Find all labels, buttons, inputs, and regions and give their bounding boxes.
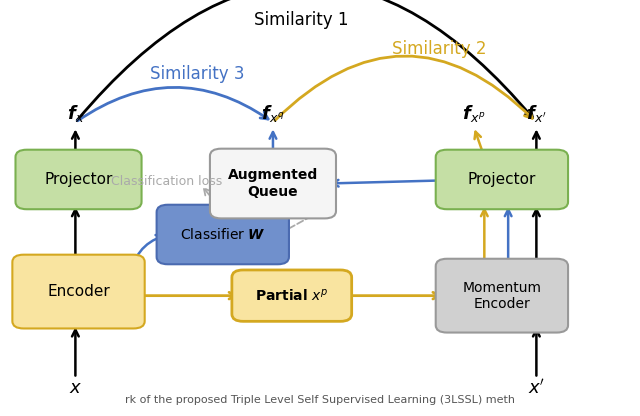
FancyBboxPatch shape — [436, 259, 568, 332]
Text: Classifier $\boldsymbol{W}$: Classifier $\boldsymbol{W}$ — [180, 227, 266, 242]
Text: Projector: Projector — [44, 172, 113, 187]
Text: Partial $x^p$: Partial $x^p$ — [255, 287, 328, 304]
FancyArrowPatch shape — [345, 292, 440, 299]
Text: Classification loss: Classification loss — [111, 175, 222, 188]
Text: Similarity 2: Similarity 2 — [392, 40, 486, 58]
FancyBboxPatch shape — [157, 205, 289, 264]
FancyArrowPatch shape — [72, 330, 79, 376]
Text: $\boldsymbol{f}_{x^p}$: $\boldsymbol{f}_{x^p}$ — [462, 104, 485, 124]
FancyArrowPatch shape — [77, 87, 268, 121]
Text: Similarity 3: Similarity 3 — [150, 65, 245, 83]
FancyArrowPatch shape — [505, 210, 511, 258]
FancyArrowPatch shape — [72, 132, 79, 154]
FancyArrowPatch shape — [269, 132, 276, 153]
FancyBboxPatch shape — [232, 270, 351, 321]
Text: Similarity 1: Similarity 1 — [254, 12, 348, 30]
Text: $\boldsymbol{f}_{x^q}$: $\boldsymbol{f}_{x^q}$ — [261, 104, 285, 124]
FancyBboxPatch shape — [210, 149, 336, 218]
FancyArrowPatch shape — [533, 210, 540, 258]
Text: Augmented
Queue: Augmented Queue — [228, 168, 318, 198]
FancyArrowPatch shape — [204, 188, 221, 210]
Text: Encoder: Encoder — [47, 284, 110, 299]
FancyArrowPatch shape — [132, 292, 236, 299]
FancyArrowPatch shape — [72, 210, 79, 258]
Text: Projector: Projector — [468, 172, 536, 187]
FancyArrowPatch shape — [130, 235, 163, 279]
FancyArrowPatch shape — [77, 0, 532, 120]
FancyArrowPatch shape — [280, 210, 322, 233]
Text: rk of the proposed Triple Level Self Supervised Learning (3LSSL) meth: rk of the proposed Triple Level Self Sup… — [125, 394, 515, 404]
FancyArrowPatch shape — [533, 330, 540, 376]
FancyArrowPatch shape — [474, 132, 483, 154]
FancyBboxPatch shape — [15, 150, 141, 209]
FancyArrowPatch shape — [533, 132, 540, 154]
FancyBboxPatch shape — [436, 150, 568, 209]
Text: $x$: $x$ — [68, 379, 82, 397]
FancyArrowPatch shape — [481, 210, 488, 258]
Text: $\boldsymbol{f}_{x'}$: $\boldsymbol{f}_{x'}$ — [526, 104, 547, 124]
FancyArrowPatch shape — [275, 56, 532, 120]
FancyArrowPatch shape — [332, 180, 445, 186]
FancyBboxPatch shape — [12, 255, 145, 329]
Text: $x'$: $x'$ — [528, 379, 545, 398]
Text: $\boldsymbol{f}_x$: $\boldsymbol{f}_x$ — [67, 104, 84, 124]
Text: Momentum
Encoder: Momentum Encoder — [462, 280, 541, 311]
